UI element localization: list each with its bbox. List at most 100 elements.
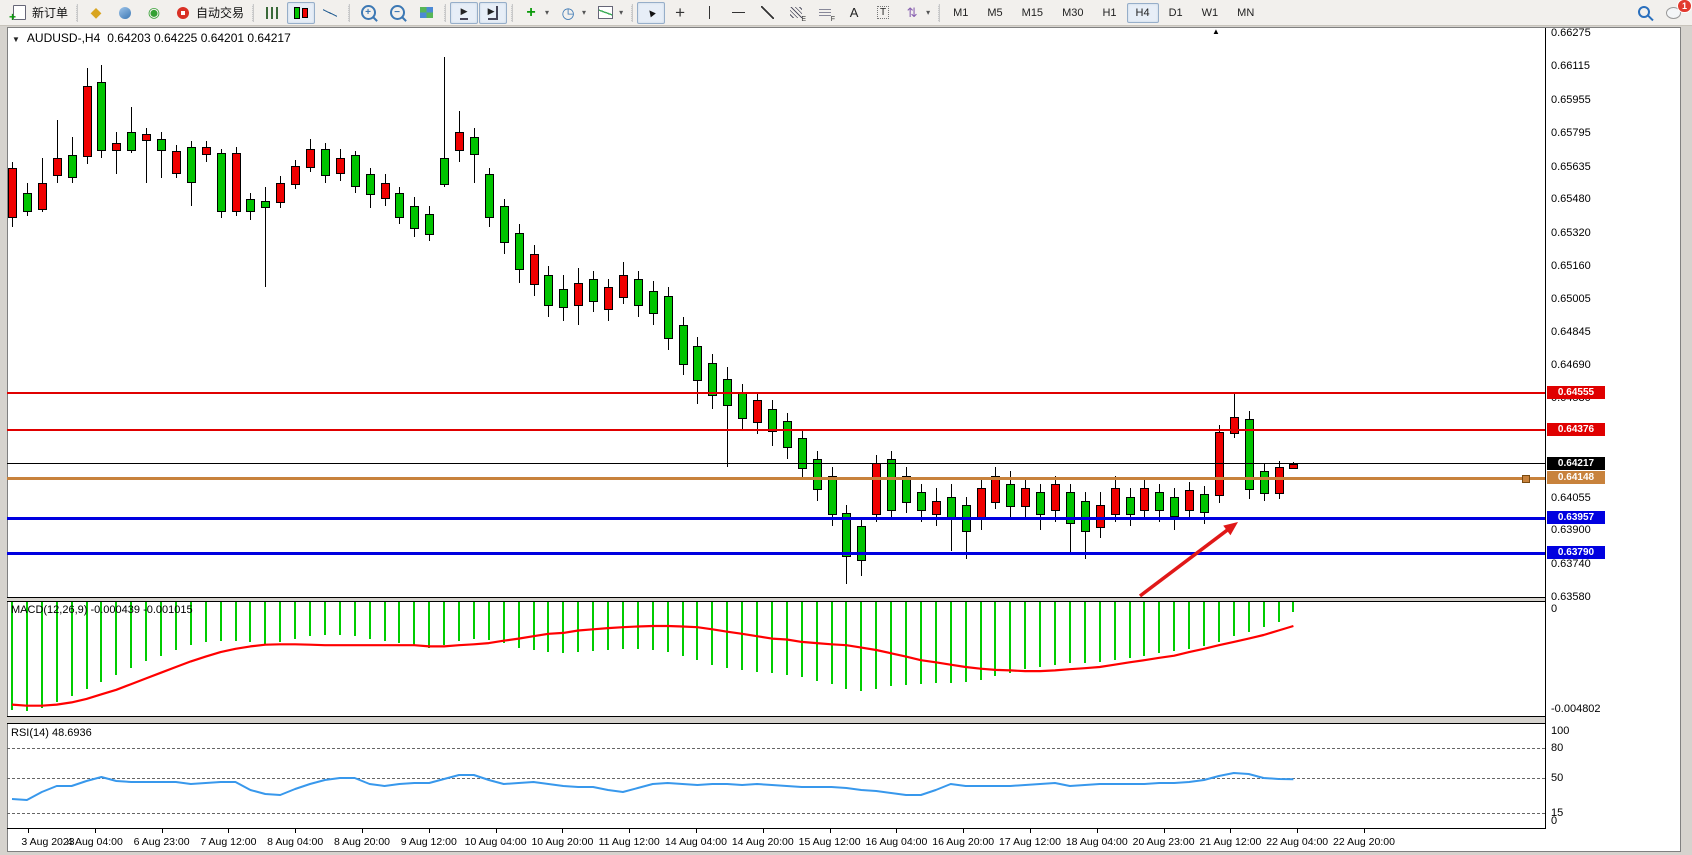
x-axis-tick <box>429 829 430 833</box>
support-line-2[interactable] <box>7 552 1545 555</box>
candle-body <box>350 155 360 187</box>
clock-icon <box>558 4 578 22</box>
tf-m30-label: M30 <box>1062 6 1084 19</box>
zoom-out-icon <box>387 4 407 22</box>
candle-body <box>589 278 599 302</box>
chevron-down-icon[interactable]: ▾ <box>926 8 931 17</box>
autotrading-button[interactable]: 自动交易 <box>169 2 248 24</box>
orange-line-handle[interactable] <box>1522 475 1530 484</box>
y-axis[interactable] <box>1545 28 1546 829</box>
candle-body <box>112 142 122 152</box>
candle-body <box>1289 463 1299 469</box>
y-axis-tick: 0.63740 <box>1551 557 1591 570</box>
symbol-dropdown-icon[interactable] <box>12 31 20 45</box>
macd-histogram-bar <box>368 602 371 639</box>
tf-h4[interactable]: H4 <box>1126 2 1159 23</box>
auto-scroll-button[interactable] <box>450 1 479 24</box>
toolbar-separator <box>631 3 634 22</box>
zoom-in-button[interactable] <box>354 2 382 24</box>
candlestick-chart-button[interactable] <box>287 1 316 24</box>
crosshair-button[interactable] <box>666 2 694 24</box>
candle-body <box>916 492 926 512</box>
candle-body <box>872 463 882 516</box>
bar-chart-button[interactable] <box>258 2 286 24</box>
candle-body <box>484 174 494 219</box>
panel-border <box>7 597 1545 598</box>
tf-mn[interactable]: MN <box>1228 3 1263 23</box>
macd-histogram-bar <box>1217 602 1220 642</box>
chart-plot-area[interactable] <box>7 28 1545 597</box>
resistance-line-2[interactable] <box>7 429 1545 431</box>
chevron-down-icon[interactable]: ▾ <box>545 8 550 17</box>
toolbar-group: 新订单 <box>5 2 72 24</box>
x-axis-label: 17 Aug 12:00 <box>999 836 1061 848</box>
x-axis-label: 10 Aug 04:00 <box>464 836 527 848</box>
panel-splitter[interactable] <box>7 598 1545 601</box>
macd-histogram-bar <box>964 602 967 682</box>
equidistant-channel-button[interactable] <box>782 2 810 24</box>
candle-wick <box>473 128 475 183</box>
candle-body <box>1170 496 1180 518</box>
tf-m30[interactable]: M30 <box>1053 3 1092 23</box>
x-axis-label: 21 Aug 12:00 <box>1199 836 1262 848</box>
fibonacci-button[interactable] <box>811 2 839 24</box>
text-button[interactable] <box>840 2 868 24</box>
chart-shift-icon <box>483 4 503 22</box>
zoom-out-button[interactable] <box>383 2 411 24</box>
new-order-button[interactable]: 新订单 <box>5 2 72 24</box>
panel-splitter[interactable] <box>7 717 1545 723</box>
x-axis-tick <box>362 829 363 833</box>
chart-shift-button[interactable] <box>479 1 508 24</box>
candle-body <box>1185 490 1195 512</box>
horizontal-line-button[interactable] <box>724 2 752 24</box>
tf-m1[interactable]: M1 <box>944 3 977 23</box>
tf-h1[interactable]: H1 <box>1093 3 1125 23</box>
orange-level-line[interactable] <box>7 477 1545 480</box>
auto-scroll-icon <box>454 4 474 22</box>
cursor-button[interactable] <box>637 1 666 24</box>
macd-histogram-bar <box>383 602 386 641</box>
tf-m5[interactable]: M5 <box>978 3 1011 23</box>
market-watch-button[interactable] <box>111 2 139 24</box>
support-line-1[interactable] <box>7 517 1545 520</box>
candle-body <box>8 167 17 219</box>
line-chart-button[interactable] <box>316 2 344 24</box>
tf-d1[interactable]: D1 <box>1160 3 1192 23</box>
candle-body <box>171 151 181 175</box>
macd-histogram-bar <box>517 602 520 648</box>
tf-w1[interactable]: W1 <box>1193 3 1228 23</box>
panel-border <box>7 723 1545 724</box>
periods-button[interactable]: ▾ <box>554 2 590 24</box>
chevron-down-icon[interactable]: ▾ <box>582 8 587 17</box>
resistance-line-1[interactable] <box>7 392 1545 394</box>
indicators-button[interactable]: ▾ <box>517 2 553 24</box>
templates-button[interactable]: ▾ <box>591 2 627 24</box>
arrows-button[interactable]: ▾ <box>898 2 934 24</box>
x-axis-label: 10 Aug 20:00 <box>531 836 594 848</box>
autotrading-icon <box>173 4 193 22</box>
macd-histogram-bar <box>890 602 893 687</box>
tf-m15[interactable]: M15 <box>1013 3 1052 23</box>
rsi-level-line <box>7 813 1545 814</box>
search-button[interactable] <box>1631 2 1659 24</box>
crosshair-icon <box>670 4 690 22</box>
tile-windows-button[interactable] <box>412 2 440 24</box>
candle-body <box>782 421 792 449</box>
chat-button[interactable]: 1 <box>1659 0 1692 24</box>
chevron-down-icon[interactable]: ▾ <box>619 8 624 17</box>
vertical-line-button[interactable] <box>695 2 723 24</box>
vline-icon <box>699 4 719 22</box>
macd-histogram-bar <box>666 602 669 653</box>
macd-histogram-bar <box>249 602 252 642</box>
macd-histogram-bar <box>1188 602 1191 649</box>
macd-histogram-bar <box>785 602 788 675</box>
charts-profile-button[interactable] <box>82 2 110 24</box>
text-label-button[interactable] <box>869 2 897 24</box>
candle-body <box>335 157 345 175</box>
current-price-line[interactable] <box>7 463 1545 464</box>
trendline-button[interactable] <box>753 2 781 24</box>
macd-histogram-bar <box>11 602 13 711</box>
candle-body <box>1006 483 1016 507</box>
chart-shift-marker[interactable]: ▲ <box>1212 27 1220 36</box>
signals-button[interactable] <box>140 2 168 24</box>
